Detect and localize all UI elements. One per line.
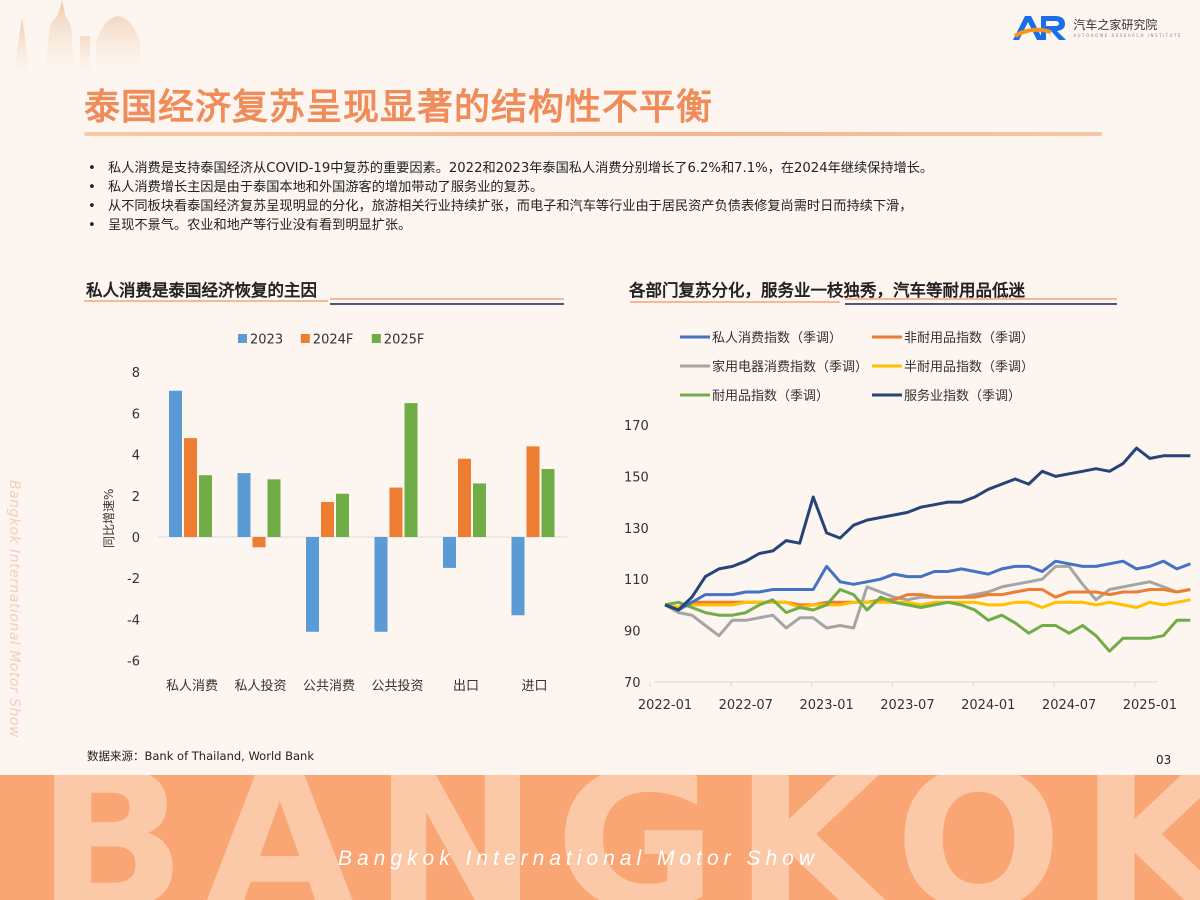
y-tick-label: 70 — [624, 676, 641, 691]
legend-label: 2024F — [313, 333, 354, 348]
legend-swatch-icon — [300, 334, 310, 343]
x-tick-label: 2022-07 — [719, 698, 773, 713]
right-section-underline — [630, 301, 840, 303]
bar — [199, 475, 212, 537]
legend-label: 服务业指数（季调） — [904, 388, 1021, 404]
right-section-title: 各部门复苏分化，服务业一枝独秀，汽车等耐用品低迷 — [629, 281, 1025, 300]
right-section-underline-dark — [845, 303, 1117, 305]
y-tick-label: 6 — [132, 407, 140, 422]
legend-item: 半耐用品指数（季调） — [872, 360, 1034, 375]
x-tick-label: 2024-01 — [961, 698, 1015, 713]
legend-label: 2025F — [384, 333, 425, 348]
title-underline — [84, 132, 1102, 136]
y-tick-label: 4 — [132, 449, 140, 464]
bullet-continuation: 呈现不景气。农业和地产等行业没有看到明显扩张。 — [86, 216, 933, 235]
bar — [404, 403, 418, 537]
page-number: 03 — [1156, 753, 1172, 767]
left-section-underline — [84, 300, 328, 302]
legend-item: 2024F — [300, 333, 354, 348]
series-line — [664, 588, 1191, 653]
bullet-item: 私人消费增长主因是由于泰国本地和外国游客的增加带动了服务业的复苏。 — [86, 178, 933, 197]
legend-item: 私人消费指数（季调） — [680, 331, 842, 346]
x-tick-label: 2023-07 — [880, 698, 934, 713]
y-tick-label: -4 — [127, 613, 140, 628]
legend-label: 半耐用品指数（季调） — [904, 360, 1034, 375]
x-tick-label: 进口 — [521, 679, 547, 694]
legend-swatch-icon — [371, 334, 381, 343]
series-line — [664, 598, 1191, 609]
left-section-underline-dark — [330, 303, 564, 305]
bar — [267, 479, 281, 537]
x-tick-label: 公共投资 — [371, 678, 423, 694]
y-tick-label: -6 — [127, 655, 140, 670]
y-tick-label: 110 — [624, 573, 649, 588]
y-tick-label: 150 — [624, 470, 649, 485]
data-source: 数据来源：Bank of Thailand, World Bank — [87, 749, 314, 763]
legend-item: 非耐用品指数（季调） — [872, 331, 1034, 346]
y-tick-label: 130 — [624, 522, 649, 537]
summary-bullets: 私人消费是支持泰国经济从COVID-19中复苏的重要因素。2022和2023年泰… — [86, 159, 933, 235]
legend-label: 非耐用品指数（季调） — [904, 331, 1034, 346]
x-tick-label: 出口 — [453, 679, 479, 694]
line-chart: 私人消费指数（季调） 非耐用品指数（季调） 家用电器消费指数（季调） 半耐用品指数（季… — [624, 331, 1191, 713]
y-tick-label: 2 — [132, 490, 140, 505]
y-tick-label: -2 — [127, 572, 140, 587]
bar — [526, 446, 540, 537]
bar — [458, 458, 471, 537]
x-tick-label: 2024-07 — [1042, 698, 1096, 713]
legend-item: 家用电器消费指数（季调） — [680, 359, 868, 375]
left-section-title: 私人消费是泰国经济恢复的主因 — [86, 281, 317, 300]
legend-label: 2023 — [250, 333, 283, 348]
y-tick-label: 170 — [624, 419, 649, 434]
legend-item: 2025F — [371, 333, 425, 348]
footer-banner: BANGKOK Bangkok International Motor Show — [0, 775, 1200, 900]
ar-logo-icon — [1013, 16, 1067, 40]
x-tick-label: 私人投资 — [234, 678, 286, 694]
logo-subtitle: AUTOHOME RESEARCH INSTITUTE — [1073, 32, 1182, 38]
bar — [443, 537, 456, 568]
legend-item: 耐用品指数（季调） — [680, 389, 829, 404]
bar — [252, 537, 266, 548]
bar — [306, 537, 319, 632]
left-section-underline — [330, 298, 564, 300]
series-line — [664, 446, 1191, 612]
y-tick-label: 90 — [624, 625, 641, 640]
legend-swatch-icon — [238, 334, 247, 343]
bar — [321, 501, 334, 537]
bar — [389, 487, 403, 537]
page-title: 泰国经济复苏呈现显著的结构性不平衡 — [84, 87, 714, 128]
bar — [336, 493, 349, 537]
bar — [169, 390, 182, 537]
side-watermark: Bangkok International Motor Show — [6, 480, 22, 738]
logo-name: 汽车之家研究院 — [1073, 17, 1158, 32]
bar — [473, 483, 486, 537]
bar — [511, 537, 525, 616]
series-line — [664, 559, 1191, 612]
bar — [237, 473, 251, 537]
legend-label: 私人消费指数（季调） — [712, 331, 842, 346]
bar — [184, 438, 197, 537]
temple-decoration-icon — [14, 0, 140, 76]
y-axis-label: 同比增速% — [102, 489, 116, 548]
x-tick-label: 私人消费 — [166, 679, 218, 694]
right-section-underline — [845, 298, 1117, 300]
x-tick-label: 2025-01 — [1123, 698, 1177, 713]
legend-label: 耐用品指数（季调） — [712, 389, 829, 404]
x-tick-label: 2022-01 — [638, 698, 692, 713]
y-tick-label: 0 — [132, 531, 140, 546]
bullet-item: 从不同板块看泰国经济复苏呈现明显的分化，旅游相关行业持续扩张，而电子和汽车等行业… — [86, 197, 933, 216]
banner-caption: Bangkok International Motor Show — [338, 847, 820, 870]
banner-big-word: BANGKOK — [36, 775, 1200, 900]
bar — [541, 469, 555, 537]
legend-label: 家用电器消费指数（季调） — [712, 359, 868, 375]
bar-chart: 2023 2024F 2025F 8 6 4 2 0 -2 -4 -6 同比增速% 私人消费 私人投资 公共… — [102, 333, 568, 694]
autohome-research-logo: 汽车之家研究院 AUTOHOME RESEARCH INSTITUTE — [1011, 14, 1182, 42]
legend-item: 服务业指数（季调） — [872, 388, 1021, 404]
legend-item: 2023 — [238, 333, 283, 348]
x-tick-label: 2023-01 — [799, 698, 853, 713]
bar — [374, 537, 388, 632]
bullet-item: 私人消费是支持泰国经济从COVID-19中复苏的重要因素。2022和2023年泰… — [86, 159, 933, 178]
y-tick-label: 8 — [132, 366, 140, 381]
x-tick-label: 公共消费 — [303, 679, 355, 694]
